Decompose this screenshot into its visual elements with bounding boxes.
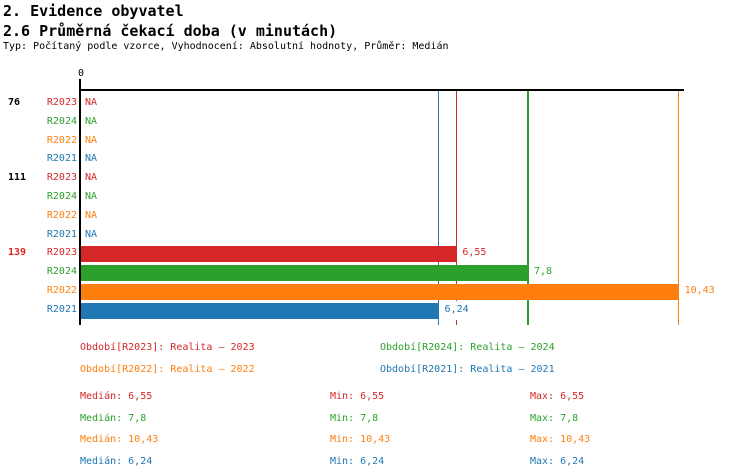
x-axis-line xyxy=(79,89,684,91)
stats-table: Medián: 6,55 Min: 6,55 Max: 6,55 Medián:… xyxy=(80,391,720,473)
row-label: R2023 xyxy=(46,172,77,184)
legend: Období[R2023]: Realita – 2023 Období[R20… xyxy=(80,342,700,386)
bar-value-label: 6,55 xyxy=(461,244,488,264)
reference-line xyxy=(455,91,458,325)
stat-max: Max: 10,43 xyxy=(530,434,591,445)
na-value: NA xyxy=(85,115,98,127)
row-label: R2022 xyxy=(46,134,77,146)
legend-item: Období[R2023]: Realita – 2023 xyxy=(80,342,255,353)
row-label: R2021 xyxy=(46,303,77,315)
reference-line xyxy=(527,91,529,325)
stat-min: Min: 10,43 xyxy=(330,434,391,445)
row-label: R2021 xyxy=(46,153,77,165)
legend-item: Období[R2022]: Realita – 2022 xyxy=(80,364,255,375)
bar xyxy=(81,284,679,300)
na-value: NA xyxy=(85,153,98,165)
bar xyxy=(81,265,528,282)
legend-item: Období[R2021]: Realita – 2021 xyxy=(380,364,555,375)
stats-row: Medián: 6,55 Min: 6,55 Max: 6,55 xyxy=(80,391,720,413)
stat-median: Medián: 6,24 xyxy=(80,455,153,467)
stats-row: Medián: 10,43 Min: 10,43 Max: 10,43 xyxy=(80,434,720,456)
na-value: NA xyxy=(85,172,98,184)
stat-median: Medián: 7,8 xyxy=(80,412,147,424)
na-value: NA xyxy=(85,209,98,221)
stat-median: Medián: 6,55 xyxy=(80,391,153,402)
na-value: NA xyxy=(85,191,98,202)
row-label: R2024 xyxy=(46,266,77,278)
bar xyxy=(81,246,457,263)
chart-title: 2.6 Průměrná čekací doba (v minutách) xyxy=(3,22,338,40)
stats-row: Medián: 6,24 Min: 6,24 Max: 6,24 xyxy=(80,456,720,476)
bar xyxy=(81,302,439,319)
stat-median: Medián: 10,43 xyxy=(80,434,159,445)
row-label: R2024 xyxy=(46,191,77,202)
row-label: R2023 xyxy=(46,247,77,259)
reference-line xyxy=(437,91,440,325)
na-value: NA xyxy=(85,97,98,108)
group-label: 139 xyxy=(8,247,27,259)
row-label: R2022 xyxy=(46,209,77,221)
stat-max: Max: 6,55 xyxy=(530,391,585,402)
na-value: NA xyxy=(85,134,98,146)
x-axis-zero-label: 0 xyxy=(77,68,85,79)
zero-tick xyxy=(79,79,81,89)
row-label: R2022 xyxy=(46,285,77,296)
page-title: 2. Evidence obyvatel xyxy=(3,2,184,20)
stat-min: Min: 6,24 xyxy=(330,455,385,467)
y-axis-line xyxy=(79,89,81,325)
legend-item: Období[R2024]: Realita – 2024 xyxy=(380,342,555,353)
stat-max: Max: 7,8 xyxy=(530,412,579,424)
group-label: 111 xyxy=(8,172,27,184)
stat-min: Min: 7,8 xyxy=(330,412,379,424)
bar-value-label: 10,43 xyxy=(683,282,716,301)
row-label: R2021 xyxy=(46,228,77,240)
chart-subtitle: Typ: Počítaný podle vzorce, Vyhodnocení:… xyxy=(3,41,449,52)
stat-min: Min: 6,55 xyxy=(330,391,385,402)
row-label: R2023 xyxy=(46,97,77,108)
bar-value-label: 7,8 xyxy=(532,263,553,282)
bar-value-label: 6,24 xyxy=(443,300,470,320)
stat-max: Max: 6,24 xyxy=(530,455,585,467)
row-label: R2024 xyxy=(46,115,77,127)
group-label: 76 xyxy=(8,97,21,108)
stats-row: Medián: 7,8 Min: 7,8 Max: 7,8 xyxy=(80,413,720,435)
reference-line xyxy=(677,91,680,325)
na-value: NA xyxy=(85,228,98,240)
